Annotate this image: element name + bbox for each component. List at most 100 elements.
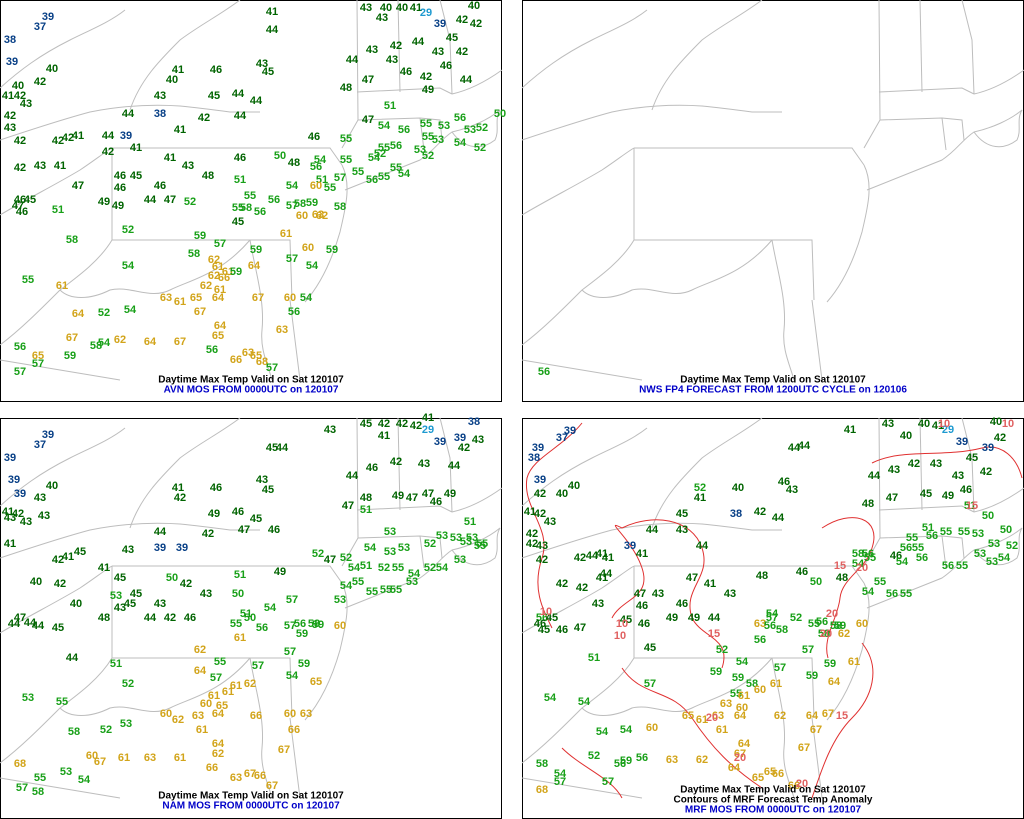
station-temp: 62 [194,644,206,656]
panel-source: NWS FP4 FORECAST FROM 1200UTC CYCLE on 1… [639,385,907,396]
station-temp: 44 [102,130,115,142]
station-temp: 56 [288,306,300,318]
station-temp: 55 [864,552,876,564]
station-temp: 41 [2,90,14,102]
station-temp: 49 [444,488,456,500]
station-temp: 54 [896,556,909,568]
station-temp: 44 [8,618,21,630]
station-temp: 55 [34,772,46,784]
station-temp: 45 [620,614,632,626]
station-temp: 40 [70,598,82,610]
station-temp: 45 [360,418,372,430]
station-temp: 42 [390,456,402,468]
station-temp: 66 [250,710,262,722]
station-temp: 40 [30,576,42,588]
station-temp: 57 [284,620,296,632]
station-temp: 53 [60,766,72,778]
station-temp: 64 [806,710,819,722]
station-temp: 55 [378,171,390,183]
station-temp: 46 [636,600,648,612]
station-temp: 53 [22,692,34,704]
station-temp: 55 [340,133,352,145]
station-temp: 56 [268,194,280,206]
station-temp: 48 [340,82,352,94]
station-temp: 57 [602,776,614,788]
contour-label: 20 [796,778,808,790]
station-temp: 57 [266,362,278,374]
station-temp: 66 [230,354,242,366]
station-temp: 51 [384,100,396,112]
station-temp: 47 [634,588,646,600]
station-temp: 44 [276,442,289,454]
station-temp: 64 [828,676,841,688]
station-temp: 44 [24,617,37,629]
station-temp: 50 [274,150,286,162]
station-temp: 60 [646,722,658,734]
station-temp: 67 [822,708,834,720]
station-temp: 56 [816,616,828,628]
station-temp: 39 [154,542,166,554]
station-temp: 40 [990,416,1002,428]
station-temp: 43 [20,98,32,110]
station-temp: 45 [114,572,126,584]
station-temp: 57 [32,358,44,370]
station-temp: 61 [118,752,130,764]
station-temp: 43 [256,474,268,486]
station-temp: 57 [334,172,346,184]
station-temp: 65 [764,766,776,778]
anomaly-contour [821,517,875,659]
station-temp: 54 [286,180,299,192]
station-temp: 39 [982,442,994,454]
station-temp: 43 [154,598,166,610]
station-temp: 59 [250,244,262,256]
station-temp: 51 [360,504,372,516]
station-temp: 56 [454,112,466,124]
station-temp: 55 [380,584,392,596]
station-temp: 55 [420,118,432,130]
station-temp: 47 [342,500,354,512]
station-temp: 39 [434,18,446,30]
station-temp: 56 [256,622,268,634]
station-temp: 57 [644,678,656,690]
station-temp: 48 [288,157,300,169]
station-temp: 53 [466,532,478,544]
station-temp: 51 [964,500,976,512]
panel-source: MRF MOS FROM 0000UTC on 120107 [685,805,862,816]
station-temp: 56 [294,618,306,630]
station-temp: 56 [254,206,266,218]
station-temp: 65 [752,772,764,784]
contour-label: 20 [706,712,718,724]
station-temp: 59 [620,755,632,767]
station-temp: 52 [716,644,728,656]
station-temp: 44 [772,512,785,524]
station-temp: 55 [340,154,352,166]
station-temp: 63 [160,292,172,304]
station-temp: 51 [316,174,328,186]
station-temp: 47 [362,74,374,86]
station-temp: 67 [810,724,822,736]
station-temp: 42 [54,578,66,590]
station-temp: 41 [164,152,176,164]
station-temp: 54 [286,670,299,682]
station-temp: 55 [56,696,68,708]
contour-label: 15 [836,710,848,722]
station-temp: 55 [232,202,244,214]
station-temp: 55 [958,526,970,538]
station-temp: 41 [704,578,716,590]
station-temp: 55 [874,576,886,588]
station-temp: 60 [160,708,172,720]
station-temp: 41 [596,548,608,560]
station-temp: 46 [154,180,166,192]
station-temp: 46 [556,624,568,636]
station-temp: 47 [362,114,374,126]
station-temp: 61 [716,724,728,736]
station-temp: 43 [536,540,548,552]
station-temp: 58 [334,201,346,213]
station-temp: 54 [620,724,633,736]
station-temp: 48 [98,612,110,624]
panel-frame [0,0,502,402]
station-temp: 63 [300,708,312,720]
station-temp: 59 [326,244,338,256]
station-temp: 60 [200,698,212,710]
